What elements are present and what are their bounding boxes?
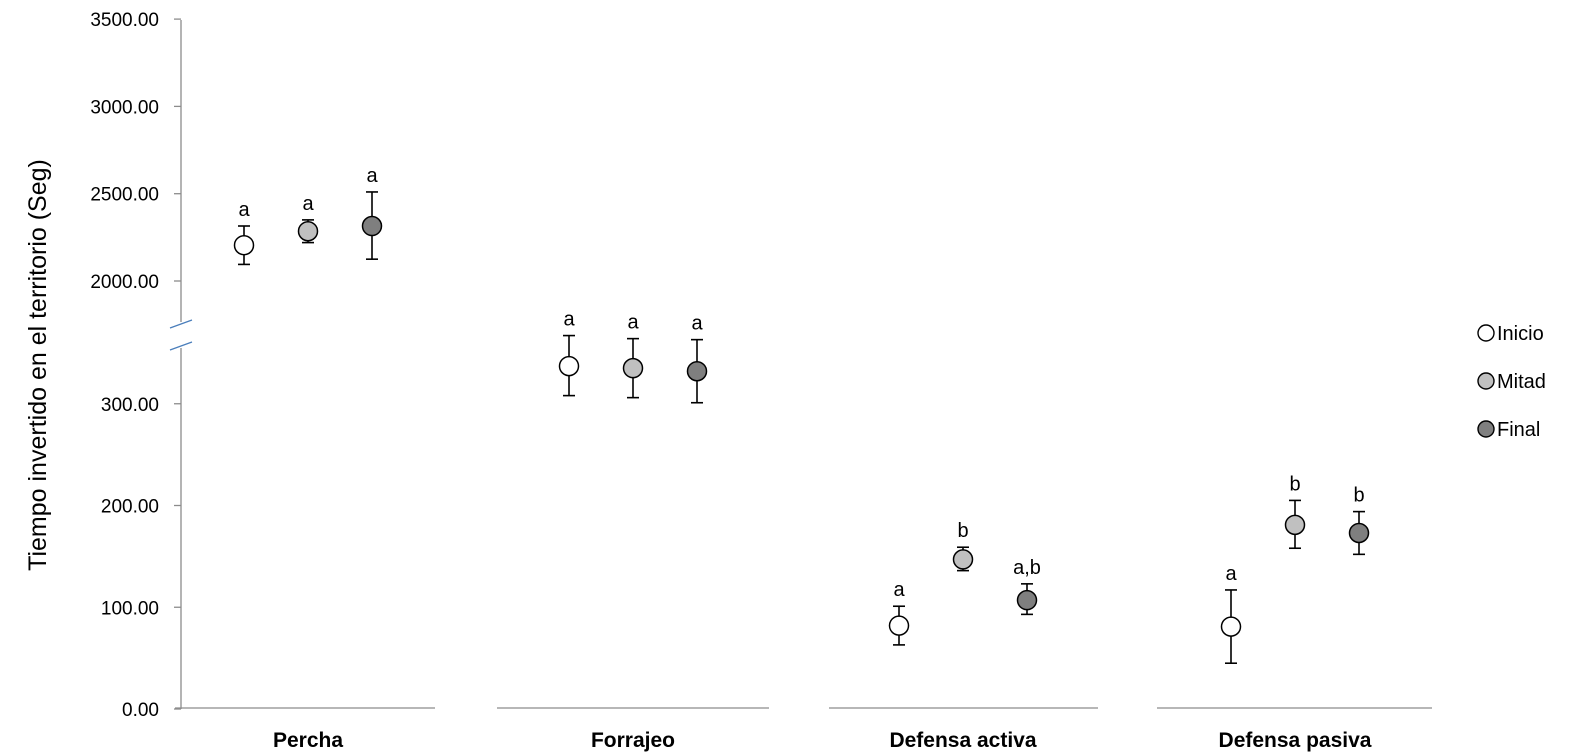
axis-break-mark [169, 341, 193, 351]
significance-label: a [563, 309, 575, 331]
y-tick-label: 100.00 [101, 598, 159, 619]
x-category-label: Defensa activa [889, 729, 1036, 752]
data-point [888, 615, 910, 636]
significance-label: a [366, 165, 378, 187]
data-marks: a a a a a a b b a a a,b b [233, 165, 1370, 665]
significance-label: a [691, 313, 703, 335]
legend-marker [1477, 420, 1495, 438]
significance-label: a,b [1013, 557, 1041, 579]
y-axis-title: Tiempo invertido en el territorio (Seg) [24, 159, 52, 571]
data-point [1348, 522, 1370, 544]
axis-break-mark [169, 319, 193, 329]
y-tick-label: 300.00 [101, 395, 159, 416]
y-tick-label: 0.00 [122, 700, 159, 721]
data-point [1284, 514, 1306, 536]
axes: 0.00 100.00 200.00 300.00 2000.00 2500.00 3000… [90, 10, 1432, 752]
legend-entry-label: Mitad [1497, 371, 1546, 393]
significance-label: b [957, 520, 968, 542]
significance-label: b [1353, 485, 1364, 507]
significance-label: a [627, 312, 639, 334]
legend: Inicio Mitad Final [1477, 323, 1546, 441]
y-tick-label: 2500.00 [90, 185, 159, 206]
data-point [952, 549, 974, 570]
legend-marker [1477, 324, 1495, 342]
legend-entry-label: Final [1497, 419, 1540, 441]
significance-label: a [238, 199, 250, 221]
data-point [622, 357, 644, 379]
data-point [686, 360, 708, 382]
data-point [558, 355, 580, 377]
y-tick-label: 2000.00 [90, 272, 159, 293]
y-tick-label: 200.00 [101, 497, 159, 518]
x-category-label: Defensa pasiva [1219, 729, 1372, 752]
significance-label: b [1289, 473, 1300, 495]
legend-marker [1477, 372, 1495, 390]
data-point [361, 215, 383, 237]
significance-label: a [302, 193, 314, 215]
data-point [297, 220, 319, 242]
legend-entry-label: Inicio [1497, 323, 1544, 345]
data-point [1220, 616, 1242, 637]
x-category-label: Percha [273, 729, 343, 752]
y-tick-label: 3500.00 [90, 10, 159, 31]
significance-label: a [893, 579, 905, 601]
y-tick-label: 3000.00 [90, 97, 159, 118]
data-point [233, 234, 255, 256]
significance-label: a [1225, 563, 1237, 585]
x-category-label: Forrajeo [591, 729, 675, 752]
data-point [1016, 589, 1038, 611]
